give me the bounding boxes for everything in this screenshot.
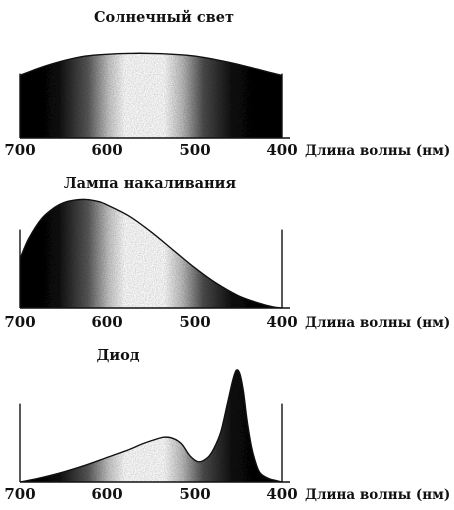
sunlight-spectrum-area — [19, 52, 283, 138]
led-panel: Диод 700 600 500 400 Длина волны (нм) — [4, 347, 450, 503]
incandescent-tick-400: 400 — [266, 313, 297, 331]
sunlight-tick-600: 600 — [91, 141, 122, 159]
led-title: Диод — [97, 347, 140, 364]
led-spectrum-curve — [19, 369, 283, 483]
led-spectrum-area — [19, 369, 283, 483]
sunlight-tick-700: 700 — [4, 141, 35, 159]
incandescent-tick-500: 500 — [179, 313, 210, 331]
sunlight-spectrum-fill — [20, 53, 282, 138]
incandescent-tick-600: 600 — [91, 313, 122, 331]
incandescent-panel: Лампа накаливания 700 600 500 400 Длина … — [4, 175, 450, 331]
incandescent-x-label: Длина волны (нм) — [305, 315, 450, 331]
incandescent-spectrum-fill — [20, 199, 282, 308]
incandescent-tick-700: 700 — [4, 313, 35, 331]
incandescent-spectrum-curve — [19, 198, 283, 309]
incandescent-title: Лампа накаливания — [64, 175, 237, 192]
led-tick-700: 700 — [4, 485, 35, 503]
led-tick-500: 500 — [179, 485, 210, 503]
sunlight-panel: Солнечный свет 700 600 500 400 Длина вол… — [4, 9, 450, 159]
led-spectrum-fill — [20, 369, 282, 482]
led-tick-600: 600 — [91, 485, 122, 503]
sunlight-title: Солнечный свет — [94, 9, 234, 26]
sunlight-tick-400: 400 — [266, 141, 297, 159]
sunlight-x-label: Длина волны (нм) — [305, 143, 450, 159]
sunlight-tick-500: 500 — [179, 141, 210, 159]
sunlight-spectrum-curve — [19, 52, 283, 77]
led-tick-400: 400 — [266, 485, 297, 503]
incandescent-spectrum-area — [19, 198, 283, 309]
led-x-label: Длина волны (нм) — [305, 487, 450, 503]
